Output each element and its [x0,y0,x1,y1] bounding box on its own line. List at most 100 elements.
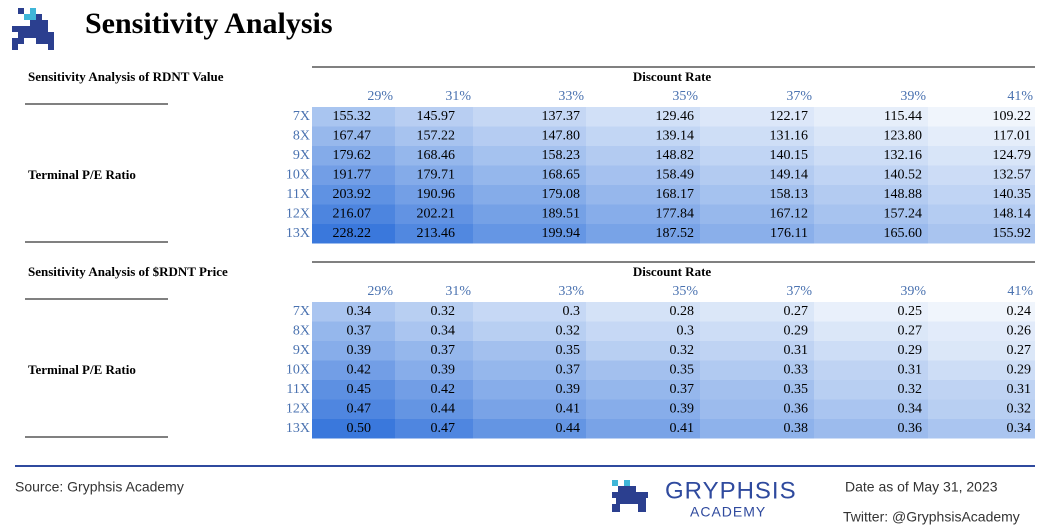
cell-shade [395,107,473,127]
cell-shade [814,126,928,146]
cell: 177.84 [656,206,695,221]
cell: 0.35 [556,343,581,358]
cell: 179.08 [542,187,581,202]
cell-shade [814,399,928,419]
cell-shade [928,107,1035,127]
cell-shade [928,419,1035,439]
cell: 0.37 [347,323,372,338]
cell: 179.71 [417,167,456,182]
cell-shade [395,419,473,439]
cell-shade [586,126,700,146]
cell: 190.96 [417,187,456,202]
cell-shade [395,126,473,146]
cell-shade [312,165,395,185]
row-group: Terminal P/E Ratio [28,167,136,182]
cell: 187.52 [656,226,695,241]
cell-shade [928,360,1035,380]
row-header: 12X [286,206,310,221]
cell: 132.57 [993,167,1032,182]
cell: 148.82 [656,148,695,163]
cell-shade [814,204,928,224]
column-header: 41% [1007,89,1033,104]
cell-shade [586,399,700,419]
cell: 168.17 [656,187,695,202]
cell: 167.47 [333,128,372,143]
cell: 145.97 [417,109,456,124]
cell: 155.32 [333,109,372,124]
cell: 202.21 [417,206,456,221]
cell: 0.41 [556,401,581,416]
cell-shade [473,360,586,380]
cell-shade [586,146,700,166]
cell-shade [395,341,473,361]
cell-shade [928,126,1035,146]
cell: 167.12 [770,206,809,221]
column-header: 29% [367,89,393,104]
cell: 0.32 [1007,401,1032,416]
cell: 0.38 [784,421,809,436]
cell-shade [700,204,814,224]
cell-shade [814,360,928,380]
row-header: 8X [293,323,310,338]
cell: 140.35 [993,187,1032,202]
cell-shade [395,380,473,400]
cell: 129.46 [656,109,695,124]
cell-shade [928,302,1035,322]
cell: 123.80 [884,128,923,143]
twitter: Twitter: @GryphsisAcademy [843,509,1020,525]
brand-sub: ACADEMY [690,504,766,520]
cell: 0.37 [431,343,456,358]
column-header: 39% [900,89,926,104]
cell-shade [928,165,1035,185]
table-title: Sensitivity Analysis of $RDNT Price [28,264,228,279]
cell: 0.31 [898,362,923,377]
column-header: 35% [672,89,698,104]
cell: 0.32 [898,382,923,397]
cell: 0.3 [677,323,695,338]
cell: 0.39 [431,362,456,377]
cell: 157.22 [417,128,456,143]
logo [12,8,54,50]
cell: 0.45 [347,382,372,397]
cell-shade [395,146,473,166]
cell-shade [586,380,700,400]
column-group: Discount Rate [633,264,712,279]
column-header: 33% [558,284,584,299]
cell-shade [473,107,586,127]
cell: 0.39 [556,382,581,397]
cell: 132.16 [884,148,923,163]
row-header: 9X [293,343,310,358]
column-header: 35% [672,284,698,299]
cell: 0.26 [1007,323,1032,338]
cell: 0.29 [898,343,923,358]
column-group: Discount Rate [633,69,712,84]
cell-shade [312,380,395,400]
cell: 216.07 [333,206,372,221]
row-header: 12X [286,401,310,416]
cell-shade [700,107,814,127]
cell: 0.32 [556,323,581,338]
cell: 0.37 [556,362,581,377]
column-header: 33% [558,89,584,104]
column-header: 29% [367,284,393,299]
row-header: 11X [286,382,310,397]
cell: 168.65 [542,167,581,182]
cell: 115.44 [884,109,922,124]
cell-shade [312,126,395,146]
cell-shade [700,321,814,341]
cell-shade [700,126,814,146]
cell: 0.34 [431,323,456,338]
cell-shade [312,321,395,341]
cell-shade [586,341,700,361]
cell: 122.17 [770,109,809,124]
cell: 0.29 [784,323,809,338]
cell-shade [312,399,395,419]
cell-shade [473,341,586,361]
cell-shade [473,419,586,439]
cell: 179.62 [333,148,372,163]
cell-shade [586,165,700,185]
cell-shade [312,302,395,322]
cell: 0.35 [784,382,809,397]
cell-shade [700,341,814,361]
